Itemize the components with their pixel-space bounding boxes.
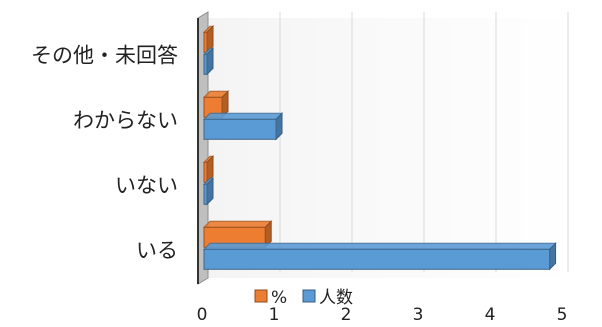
legend-label: % [271,288,287,308]
category-label: いない [115,174,178,198]
category-label: その他・未回答 [31,44,178,68]
bar-percent-3 [202,25,215,54]
category-label: わからない [73,109,178,133]
bar-count-0 [202,242,557,271]
x-tick-label: 5 [557,305,568,325]
bars [202,25,557,271]
category-labels: いる いない わからない その他・未回答 [31,44,178,263]
x-tick-label: 1 [269,305,280,325]
x-tick-label: 0 [197,305,208,325]
bar-count-2 [202,112,284,141]
bar-count-1 [202,177,215,206]
legend-swatch [302,289,316,303]
bar-percent-2 [202,90,230,119]
x-tick-labels: 0 1 2 3 4 5 [197,305,568,325]
legend-label: 人数 [319,288,353,308]
x-tick-label: 4 [485,305,496,325]
legend: % 人数 [254,288,353,308]
category-label: いる [136,239,178,263]
x-tick-label: 3 [413,305,424,325]
x-tick-label: 2 [341,305,352,325]
bar-percent-1 [202,155,215,184]
legend-swatch [254,289,268,303]
bar-count-3 [202,47,215,76]
axis-wall [197,11,209,285]
bar-percent-0 [202,220,273,249]
